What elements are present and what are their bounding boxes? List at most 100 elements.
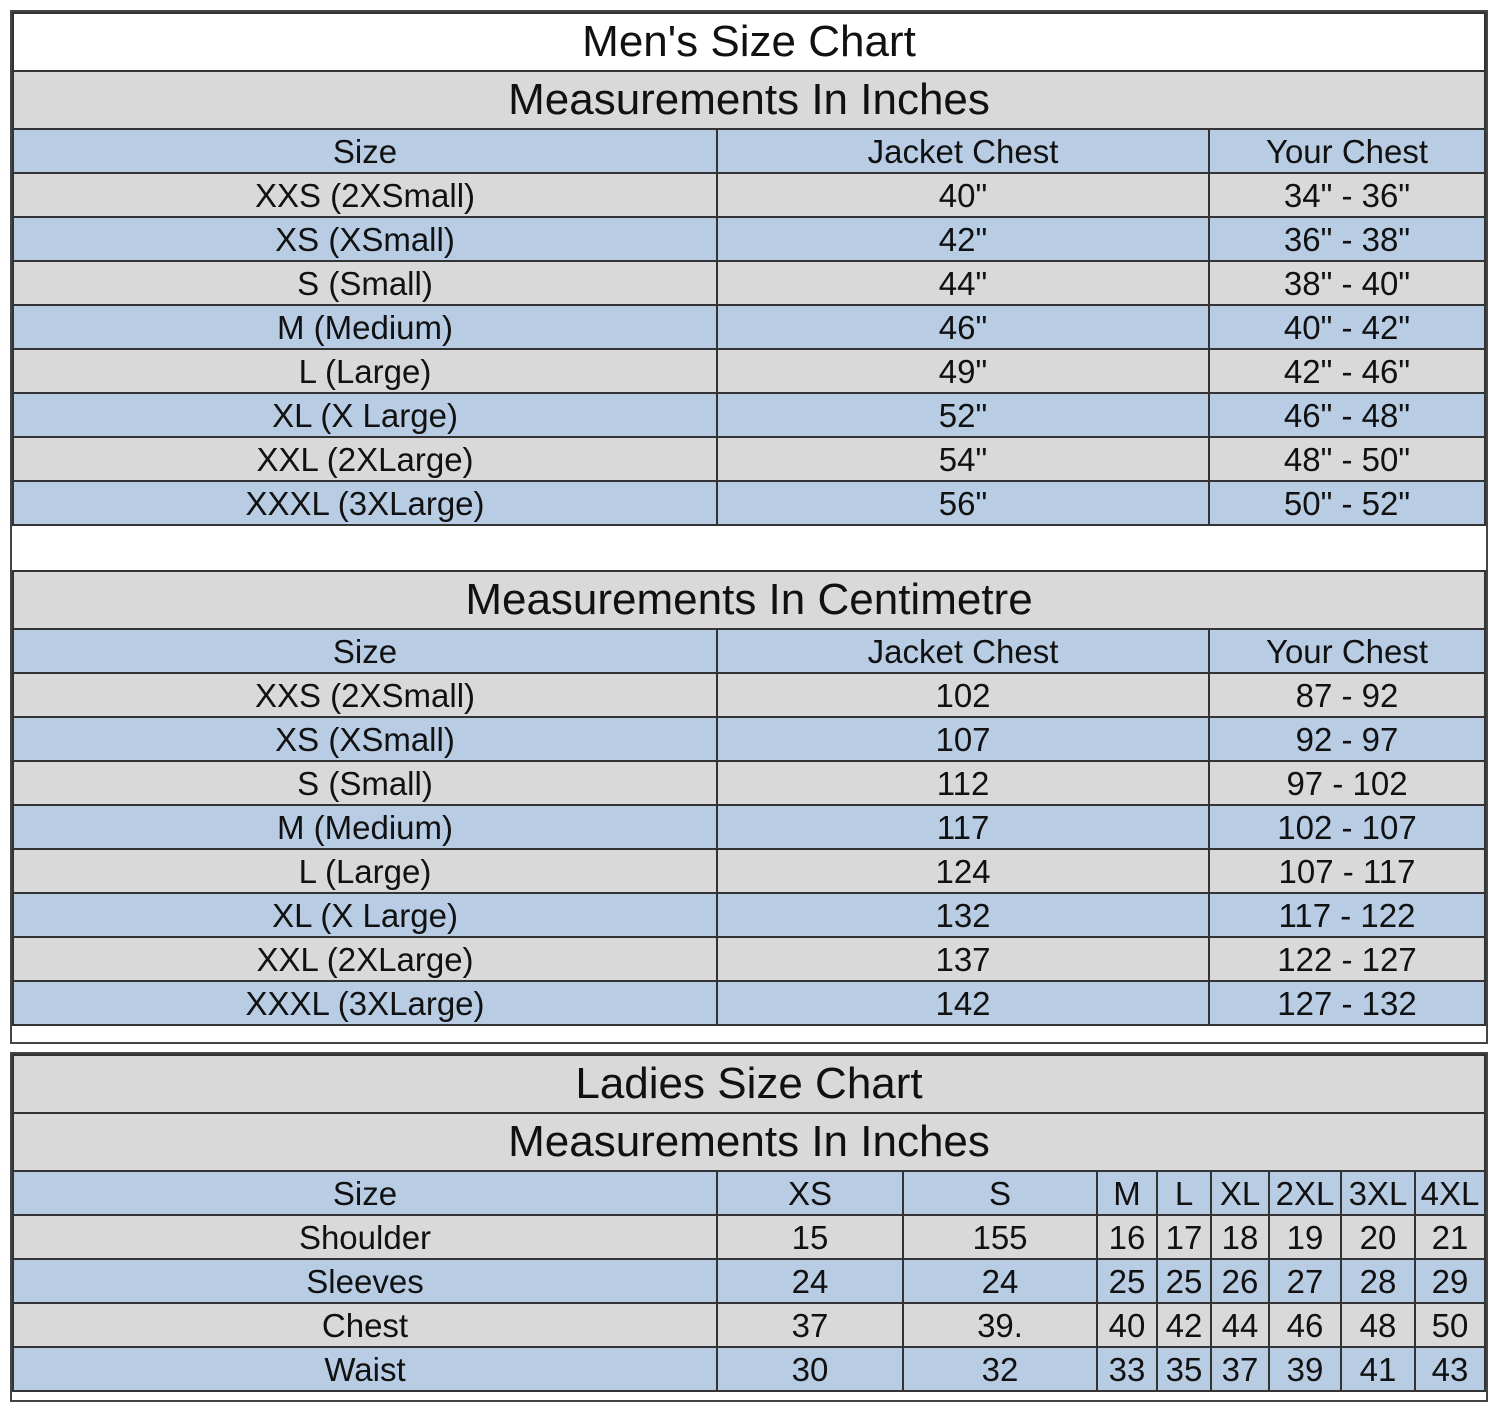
table-cell: 107 [716,716,1210,762]
table-cell: Sleeves [12,1258,718,1304]
table-cell: XL (X Large) [12,892,718,938]
table-row: Shoulder 15 155 16 17 18 19 20 21 [12,1214,1486,1260]
table-cell: 132 [716,892,1210,938]
table-cell: 27 [1268,1258,1342,1304]
table-cell: 25 [1156,1258,1212,1304]
table-row: Waist 30 32 33 35 37 39 41 43 [12,1346,1486,1392]
column-header: 4XL [1414,1170,1486,1216]
table-cell: 17 [1156,1214,1212,1260]
table-cell: 46" [716,304,1210,350]
table-row: S (Small) 112 97 - 102 [12,760,1486,806]
table-cell: 50" - 52" [1208,480,1486,526]
table-cell: 26 [1210,1258,1270,1304]
header-row: Size XS S M L XL 2XL 3XL 4XL [12,1170,1486,1216]
table-row: XXL (2XLarge) 137 122 - 127 [12,936,1486,982]
table-cell: 18 [1210,1214,1270,1260]
table-row: S (Small) 44" 38" - 40" [12,260,1486,306]
table-cell: 124 [716,848,1210,894]
mens-size-chart: Men's Size Chart Measurements In Inches … [10,10,1488,1044]
cm-subtitle: Measurements In Centimetre [12,570,1486,630]
table-cell: 37 [1210,1346,1270,1392]
table-cell: 39. [902,1302,1098,1348]
table-row: XS (XSmall) 107 92 - 97 [12,716,1486,762]
table-cell: 122 - 127 [1208,936,1486,982]
table-row: XXXL (3XLarge) 142 127 - 132 [12,980,1486,1026]
table-cell: XXL (2XLarge) [12,936,718,982]
ladies-size-chart: Ladies Size Chart Measurements In Inches… [10,1052,1488,1402]
spacer [13,525,1485,571]
column-header: Jacket Chest [716,128,1210,174]
table-cell: 32 [902,1346,1098,1392]
ladies-subtitle: Measurements In Inches [12,1112,1486,1172]
table-row: XXXL (3XLarge) 56" 50" - 52" [12,480,1486,526]
table-cell: 48 [1340,1302,1416,1348]
table-cell: 16 [1096,1214,1158,1260]
table-cell: 112 [716,760,1210,806]
table-cell: 40 [1096,1302,1158,1348]
column-header: XS [716,1170,904,1216]
table-cell: 46 [1268,1302,1342,1348]
column-header: 3XL [1340,1170,1416,1216]
table-cell: XXL (2XLarge) [12,436,718,482]
table-cell: 34" - 36" [1208,172,1486,218]
table-cell: 137 [716,936,1210,982]
column-header: L [1156,1170,1212,1216]
table-row: Sleeves 24 24 25 25 26 27 28 29 [12,1258,1486,1304]
table-cell: 127 - 132 [1208,980,1486,1026]
header-row: Size Jacket Chest Your Chest [12,128,1486,174]
table-cell: 92 - 97 [1208,716,1486,762]
table-cell: 33 [1096,1346,1158,1392]
table-cell: XS (XSmall) [12,716,718,762]
table-cell: 15 [716,1214,904,1260]
table-cell: 40" - 42" [1208,304,1486,350]
table-cell: 36" - 38" [1208,216,1486,262]
ladies-title: Ladies Size Chart [12,1054,1486,1114]
table-cell: 35 [1156,1346,1212,1392]
column-header: Size [12,628,718,674]
table-cell: 40" [716,172,1210,218]
column-header: Your Chest [1208,628,1486,674]
table-cell: 43 [1414,1346,1486,1392]
table-cell: S (Small) [12,260,718,306]
table-cell: 46" - 48" [1208,392,1486,438]
table-cell: S (Small) [12,760,718,806]
table-cell: 39 [1268,1346,1342,1392]
mens-table: Men's Size Chart Measurements In Inches … [12,12,1486,1026]
table-cell: XXS (2XSmall) [12,172,718,218]
table-cell: 25 [1096,1258,1158,1304]
mens-title: Men's Size Chart [12,12,1486,72]
table-cell: L (Large) [12,348,718,394]
table-cell: 56" [716,480,1210,526]
table-cell: 20 [1340,1214,1416,1260]
table-cell: 38" - 40" [1208,260,1486,306]
table-cell: 24 [902,1258,1098,1304]
table-cell: XL (X Large) [12,392,718,438]
table-cell: 155 [902,1214,1098,1260]
table-cell: Waist [12,1346,718,1392]
table-cell: Chest [12,1302,718,1348]
table-cell: 21 [1414,1214,1486,1260]
table-row: XS (XSmall) 42" 36" - 38" [12,216,1486,262]
table-row: M (Medium) 117 102 - 107 [12,804,1486,850]
table-row: XXS (2XSmall) 102 87 - 92 [12,672,1486,718]
table-row: L (Large) 124 107 - 117 [12,848,1486,894]
table-cell: M (Medium) [12,804,718,850]
table-cell: 42" [716,216,1210,262]
column-header: 2XL [1268,1170,1342,1216]
table-cell: 87 - 92 [1208,672,1486,718]
table-cell: 97 - 102 [1208,760,1486,806]
table-cell: 117 [716,804,1210,850]
table-row: XXL (2XLarge) 54" 48" - 50" [12,436,1486,482]
table-row: XL (X Large) 132 117 - 122 [12,892,1486,938]
table-cell: 19 [1268,1214,1342,1260]
table-cell: 41 [1340,1346,1416,1392]
table-cell: 142 [716,980,1210,1026]
table-cell: 49" [716,348,1210,394]
ladies-table: Ladies Size Chart Measurements In Inches… [12,1054,1486,1392]
table-cell: 102 - 107 [1208,804,1486,850]
column-header: Size [12,128,718,174]
column-header: XL [1210,1170,1270,1216]
column-header: S [902,1170,1098,1216]
table-cell: 30 [716,1346,904,1392]
table-cell: XS (XSmall) [12,216,718,262]
